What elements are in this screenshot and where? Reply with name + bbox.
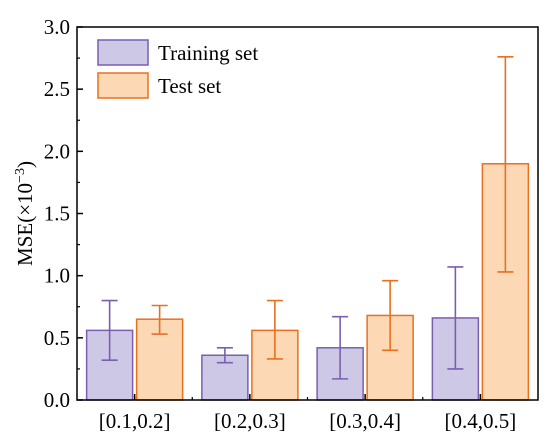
y-tick-label: 1.5 bbox=[44, 202, 70, 226]
bar-test-1 bbox=[251, 329, 299, 401]
y-axis-label: MSE(×10−3) bbox=[13, 161, 37, 266]
y-tick-label: 3.0 bbox=[44, 15, 70, 39]
bars-layer bbox=[85, 163, 530, 401]
x-axis: [0.1,0.2] [0.2,0.3] [0.3,0.4] [0.4,0.5] bbox=[99, 394, 517, 433]
legend-swatch-test bbox=[97, 72, 149, 99]
x-tick-label: [0.4,0.5] bbox=[445, 409, 517, 433]
x-tick-label: [0.1,0.2] bbox=[99, 409, 171, 433]
x-tick-label: [0.3,0.4] bbox=[329, 409, 401, 433]
legend-swatch-training bbox=[97, 39, 149, 66]
legend-label-training: Training set bbox=[158, 41, 258, 65]
y-tick-label: 2.0 bbox=[44, 139, 70, 163]
y-tick-label: 1.0 bbox=[44, 264, 70, 288]
y-axis: 0.0 0.5 1.0 1.5 2.0 2.5 3.0 bbox=[44, 15, 83, 412]
y-tick-label: 0.5 bbox=[44, 326, 70, 350]
y-tick-label: 2.5 bbox=[44, 77, 70, 101]
y-tick-label: 0.0 bbox=[44, 388, 70, 412]
x-tick-label: [0.2,0.3] bbox=[214, 409, 286, 433]
legend: Training set Test set bbox=[97, 39, 258, 99]
legend-label-test: Test set bbox=[158, 74, 221, 98]
error-bars-layer bbox=[101, 56, 514, 380]
